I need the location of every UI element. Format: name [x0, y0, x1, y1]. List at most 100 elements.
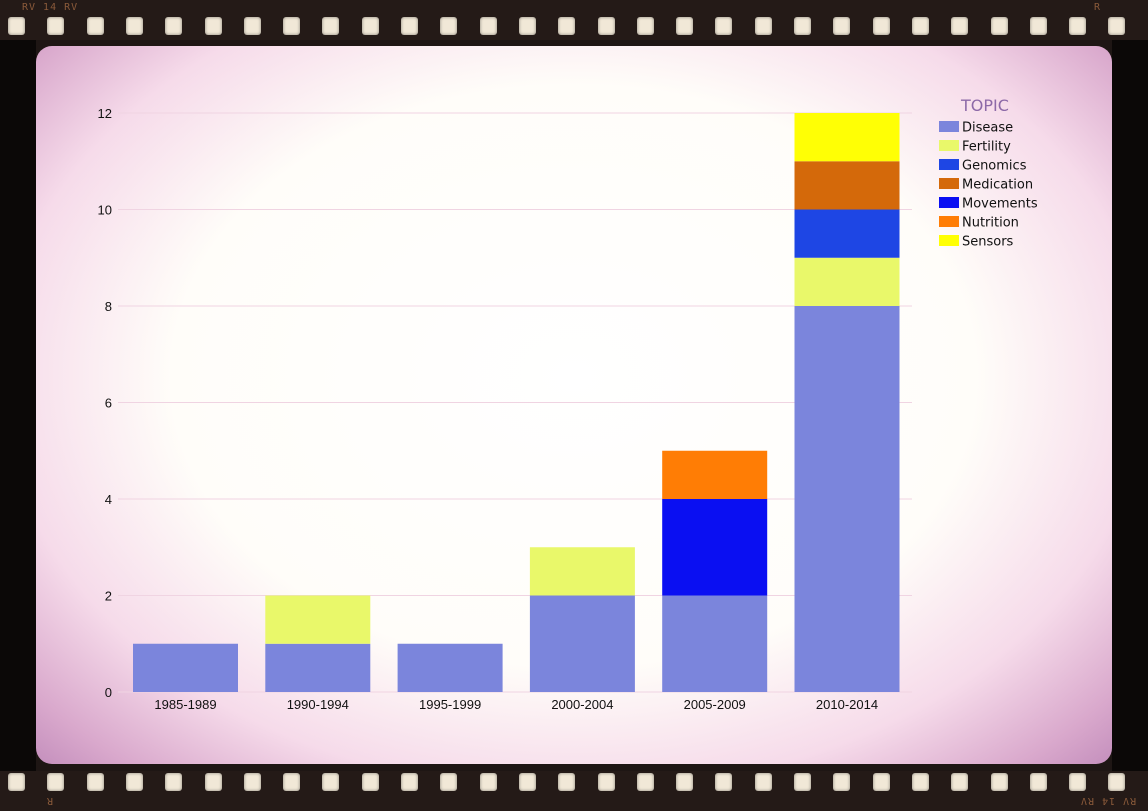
legend-swatch-movements [939, 197, 959, 208]
film-side-left [0, 40, 36, 771]
sprocket-hole [833, 17, 851, 35]
bar-segment-medication [794, 161, 900, 210]
x-tick-label: 1990-1994 [287, 697, 349, 712]
bar-segment-disease [397, 643, 503, 692]
sprocket-hole [951, 773, 969, 791]
sprocket-hole [676, 17, 694, 35]
x-tick-label: 1985-1989 [154, 697, 216, 712]
film-strip-top: RV 14 RV R [0, 0, 1148, 40]
sprocket-hole [361, 17, 379, 35]
y-tick-label: 10 [98, 203, 112, 218]
bar-segment-disease [133, 643, 238, 692]
bars [133, 113, 900, 692]
sprocket-hole [401, 773, 418, 791]
sprocket-hole [597, 17, 615, 35]
sprocket-hole [204, 17, 222, 35]
sprocket-hole [1029, 17, 1047, 35]
sprocket-hole [440, 17, 458, 35]
sprocket-hole [1108, 17, 1126, 35]
legend-label-genomics: Genomics [962, 159, 1027, 174]
x-tick-label: 2010-2014 [816, 697, 878, 712]
bar-segment-disease [265, 643, 371, 692]
legend-label-movements: Movements [962, 197, 1038, 212]
y-tick-label: 2 [105, 589, 112, 604]
sprocket-hole [990, 773, 1008, 791]
bar-segment-disease [529, 595, 635, 692]
film-side-right [1112, 40, 1148, 771]
legend: TOPIC Disease Fertility Genomics Medication… [939, 96, 1038, 250]
sprocket-hole [47, 773, 65, 791]
sprocket-hole [558, 17, 576, 35]
edge-code-top-right: R [1094, 2, 1102, 13]
sprocket-hole [558, 773, 576, 791]
sprocket-hole [1069, 17, 1087, 35]
bar-segment-sensors [794, 113, 900, 162]
sprocket-hole [47, 17, 65, 35]
sprocket-hole [125, 17, 143, 35]
bar-segment-disease [794, 306, 900, 692]
sprocket-hole [8, 17, 25, 35]
sprocket-hole [597, 773, 615, 791]
sprocket-hole [86, 17, 104, 35]
legend-title: TOPIC [960, 96, 1009, 115]
sprocket-hole [204, 773, 222, 791]
bar-segment-nutrition [662, 450, 768, 499]
sprocket-hole [794, 773, 811, 791]
sprocket-hole [1069, 773, 1087, 791]
sprocket-hole [833, 773, 851, 791]
legend-label-fertility: Fertility [962, 140, 1011, 155]
bar-segment-movements [662, 499, 768, 596]
sprocket-hole [479, 17, 497, 35]
sprocket-hole [361, 773, 379, 791]
sprocket-hole [165, 773, 183, 791]
bar-segment-disease [662, 595, 768, 692]
sprocket-hole [715, 17, 733, 35]
sprocket-hole [165, 17, 183, 35]
x-tick-label: 2000-2004 [551, 697, 613, 712]
sprocket-hole [990, 17, 1008, 35]
bar-segment-fertility [529, 547, 635, 596]
legend-label-medication: Medication [962, 178, 1033, 193]
y-tick-label: 12 [98, 106, 112, 121]
sprocket-hole [1108, 773, 1126, 791]
sprocket-hole [911, 17, 929, 35]
edge-code-top-left: RV 14 RV [22, 2, 79, 13]
bar-segment-fertility [265, 595, 371, 644]
sprocket-hole [283, 773, 301, 791]
legend-swatch-sensors [939, 235, 959, 246]
sprocket-hole [322, 17, 340, 35]
y-axis-labels: 0 2 4 6 8 10 12 [98, 106, 112, 700]
sprocket-hole [794, 17, 811, 35]
sprocket-hole [518, 17, 536, 35]
sprocket-hole [322, 773, 340, 791]
x-axis-labels: 1985-1989 1990-1994 1995-1999 2000-2004 2005… [154, 697, 878, 712]
sprocket-hole [283, 17, 301, 35]
sprocket-hole [754, 17, 772, 35]
sprocket-hole [636, 17, 654, 35]
y-tick-label: 8 [105, 299, 112, 314]
film-strip-bottom: R RV 14 RV [0, 771, 1148, 811]
legend-label-disease: Disease [962, 121, 1013, 136]
sprocket-hole [676, 773, 694, 791]
y-tick-label: 0 [105, 685, 112, 700]
sprocket-hole [243, 773, 261, 791]
sprocket-hole [125, 773, 143, 791]
legend-label-sensors: Sensors [962, 235, 1014, 250]
sprocket-hole [911, 773, 929, 791]
sprocket-hole [243, 17, 261, 35]
legend-swatch-fertility [939, 140, 959, 151]
sprocket-hole [440, 773, 458, 791]
sprocket-hole [754, 773, 772, 791]
sprocket-hole [636, 773, 654, 791]
x-tick-label: 1995-1999 [419, 697, 481, 712]
legend-swatch-disease [939, 121, 959, 132]
bar-segment-genomics [794, 209, 900, 258]
legend-swatch-genomics [939, 159, 959, 170]
sprocket-hole [872, 773, 890, 791]
sprocket-hole [715, 773, 733, 791]
gridlines [118, 112, 912, 693]
sprocket-hole [86, 773, 104, 791]
legend-swatch-medication [939, 178, 959, 189]
